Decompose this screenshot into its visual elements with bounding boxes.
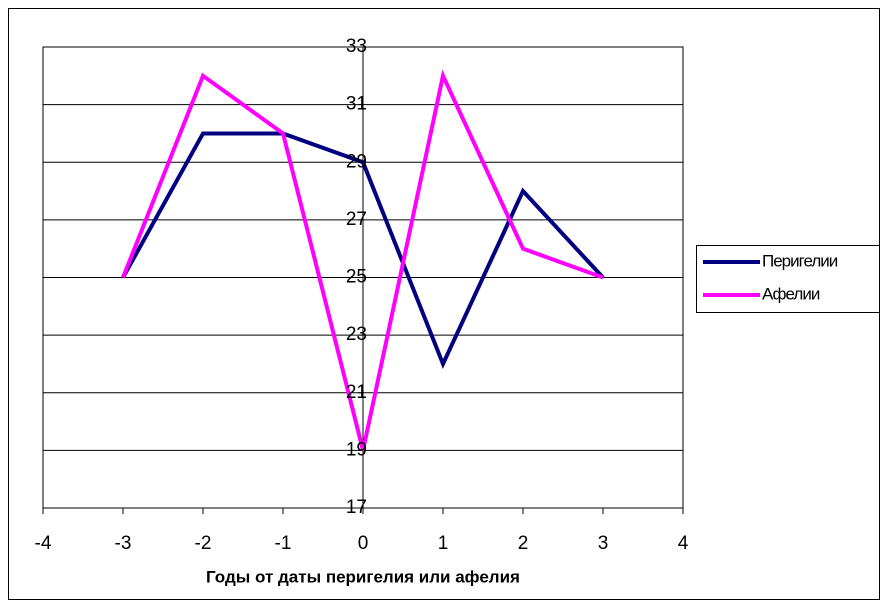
x-tick-label: 2 bbox=[518, 533, 529, 554]
x-tick-label: 0 bbox=[358, 533, 369, 554]
x-tick-label: 3 bbox=[598, 533, 609, 554]
y-tick-label: 17 bbox=[346, 497, 367, 518]
x-tick-label: -2 bbox=[195, 533, 212, 554]
x-tick-label: -1 bbox=[275, 533, 292, 554]
x-axis-label: Годы от даты перигелия или афелия bbox=[206, 567, 520, 586]
y-tick-label: 19 bbox=[346, 439, 367, 460]
y-tick-label: 33 bbox=[346, 36, 367, 57]
legend-box bbox=[696, 245, 880, 313]
series-line bbox=[121, 69, 604, 451]
y-tick-label: 29 bbox=[346, 151, 367, 172]
y-tick-label: 27 bbox=[346, 209, 367, 230]
legend-label: Перигелии bbox=[762, 251, 838, 270]
y-tick-label: 31 bbox=[346, 94, 367, 115]
x-tick-label: 1 bbox=[438, 533, 449, 554]
y-tick-label: 25 bbox=[346, 267, 367, 288]
x-tick-label: 4 bbox=[678, 533, 689, 554]
series-line bbox=[121, 131, 605, 370]
x-tick-label: -4 bbox=[35, 533, 52, 554]
y-tick-label: 21 bbox=[346, 382, 367, 403]
legend-label: Афелии bbox=[762, 284, 820, 303]
x-tick-label: -3 bbox=[115, 533, 132, 554]
y-tick-label: 23 bbox=[346, 324, 367, 345]
legend: Перигелии Афелии bbox=[696, 245, 880, 313]
